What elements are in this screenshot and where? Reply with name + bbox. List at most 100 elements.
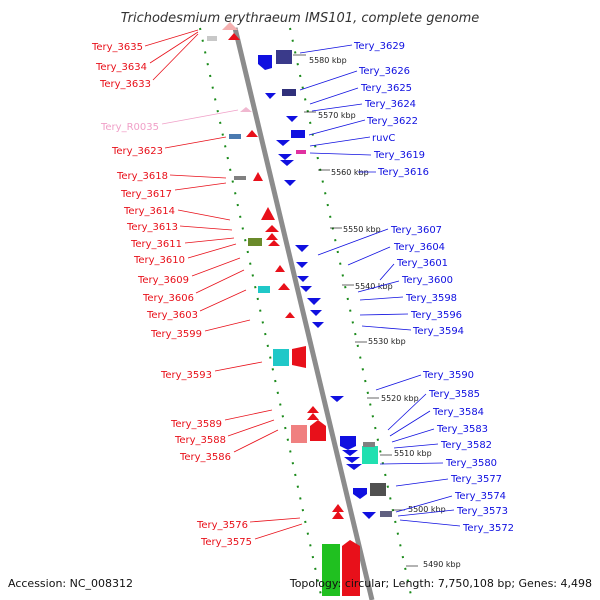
gene-label[interactable]: Tery_3584	[432, 407, 484, 418]
gene-arrow[interactable]	[253, 172, 263, 181]
gene-arrow[interactable]	[268, 240, 280, 246]
gene-arrow[interactable]	[307, 298, 321, 305]
gene-label[interactable]: Tery_3604	[393, 242, 445, 253]
gene-label[interactable]: Tery_3634	[95, 62, 147, 73]
gene-arrow[interactable]	[307, 413, 319, 420]
gene-arrow[interactable]	[332, 511, 344, 519]
gene-label[interactable]: Tery_3629	[353, 41, 405, 52]
gene-block[interactable]	[248, 238, 262, 246]
gene-label[interactable]: Tery_3613	[126, 222, 178, 233]
gene-label[interactable]: Tery_3611	[130, 239, 182, 250]
gene-arrow[interactable]	[222, 22, 238, 30]
gene-label[interactable]: Tery_3609	[137, 275, 189, 286]
gene-arrow[interactable]	[295, 245, 309, 252]
gene-label[interactable]: Tery_3622	[366, 116, 418, 127]
gene-block[interactable]	[291, 130, 305, 138]
gene-label[interactable]: Tery_3633	[99, 79, 151, 90]
gene-label[interactable]: Tery_3586	[179, 452, 231, 463]
gene-block[interactable]	[258, 286, 270, 293]
gene-label[interactable]: Tery_3623	[111, 146, 163, 157]
gene-rna[interactable]	[240, 107, 252, 112]
gene-label[interactable]: Tery_3610	[133, 255, 185, 266]
gene-label[interactable]: Tery_3593	[160, 370, 212, 381]
gene-label[interactable]: Tery_3619	[373, 150, 425, 161]
gene-label[interactable]: Tery_3614	[123, 206, 175, 217]
gene-label[interactable]: Tery_3580	[445, 458, 497, 469]
gene-block[interactable]	[322, 544, 340, 596]
gene-arrow[interactable]	[340, 436, 356, 450]
gene-arrow[interactable]	[276, 140, 290, 146]
gene-block[interactable]	[207, 36, 217, 41]
gene-block[interactable]	[229, 134, 241, 139]
gene-arrow[interactable]	[258, 55, 272, 70]
gene-arrow[interactable]	[353, 488, 367, 499]
gene-block[interactable]	[380, 511, 392, 517]
gene-label[interactable]: Tery_3575	[200, 537, 252, 548]
gene-arrow[interactable]	[332, 504, 344, 512]
gene-block[interactable]	[282, 89, 296, 96]
gene-arrow[interactable]	[278, 283, 290, 290]
gene-label[interactable]: Tery_3625	[360, 83, 412, 94]
gene-arrow[interactable]	[296, 262, 308, 268]
gene-block[interactable]	[273, 349, 289, 366]
gene-arrow[interactable]	[310, 310, 322, 316]
gene-label[interactable]: Tery_3624	[364, 99, 416, 110]
gene-label[interactable]: Tery_3598	[405, 293, 457, 304]
gene-arrow[interactable]	[285, 312, 295, 318]
gene-label[interactable]: Tery_3589	[170, 419, 222, 430]
gene-arrow[interactable]	[246, 130, 258, 137]
gene-arrow[interactable]	[265, 225, 279, 232]
gene-arrow[interactable]	[344, 457, 360, 463]
gene-label[interactable]: Tery_3600	[401, 275, 453, 286]
gene-label[interactable]: Tery_3574	[454, 491, 506, 502]
gene-label[interactable]: Tery_3582	[440, 440, 492, 451]
gene-arrow[interactable]	[265, 93, 276, 99]
gene-label[interactable]: Tery_3590	[422, 370, 474, 381]
gene-arrow[interactable]	[362, 512, 376, 519]
gene-arrow[interactable]	[261, 207, 275, 220]
gene-arrow[interactable]	[286, 116, 298, 122]
gene-arrow[interactable]	[310, 420, 326, 441]
gene-arrow[interactable]	[330, 396, 344, 402]
gene-arrow[interactable]	[292, 346, 306, 368]
gene-label[interactable]: Tery_3618	[116, 171, 168, 182]
gene-block[interactable]	[276, 50, 292, 64]
gene-label[interactable]: Tery_3576	[196, 520, 248, 531]
gene-arrow[interactable]	[266, 233, 278, 240]
gene-label[interactable]: Tery_3577	[450, 474, 502, 485]
gene-label[interactable]: Tery_3599	[150, 329, 202, 340]
gene-label[interactable]: Tery_3626	[358, 66, 410, 77]
gene-label[interactable]: Tery_3617	[120, 189, 172, 200]
gene-arrow[interactable]	[280, 160, 294, 166]
gene-arrow[interactable]	[346, 464, 362, 470]
gene-label[interactable]: Tery_3601	[396, 258, 448, 269]
gene-block[interactable]	[296, 150, 306, 154]
gene-label[interactable]: Tery_3616	[377, 167, 429, 178]
gene-arrow[interactable]	[297, 276, 309, 282]
gene-label[interactable]: Tery_3596	[410, 310, 462, 321]
gene-label[interactable]: Tery_3585	[428, 389, 480, 400]
gene-arrow[interactable]	[342, 450, 358, 456]
gene-arrow[interactable]	[312, 322, 324, 328]
gene-arrow[interactable]	[284, 180, 296, 186]
gene-label[interactable]: Tery_3607	[390, 225, 442, 236]
gene-arrow[interactable]	[300, 286, 312, 292]
gene-label[interactable]: ruvC	[372, 133, 395, 144]
gene-label[interactable]: Tery_3583	[436, 424, 488, 435]
gene-label[interactable]: Tery_3572	[462, 523, 514, 534]
gene-block[interactable]	[234, 176, 246, 180]
gene-arrow[interactable]	[275, 265, 285, 272]
gene-block[interactable]	[370, 483, 386, 496]
gene-block[interactable]	[362, 446, 378, 464]
gene-arrow[interactable]	[342, 540, 360, 596]
gene-block[interactable]	[291, 425, 307, 443]
gene-label[interactable]: Tery_3588	[174, 435, 226, 446]
gene-label[interactable]: Tery_3573	[456, 506, 508, 517]
gene-label[interactable]: Tery_3635	[91, 42, 143, 53]
gene-arrow[interactable]	[228, 33, 240, 40]
gene-label[interactable]: Tery_R0035	[100, 122, 159, 133]
gene-label[interactable]: Tery_3603	[146, 310, 198, 321]
gene-label[interactable]: Tery_3606	[142, 293, 194, 304]
gene-block[interactable]	[363, 442, 375, 447]
gene-arrow[interactable]	[307, 406, 319, 413]
